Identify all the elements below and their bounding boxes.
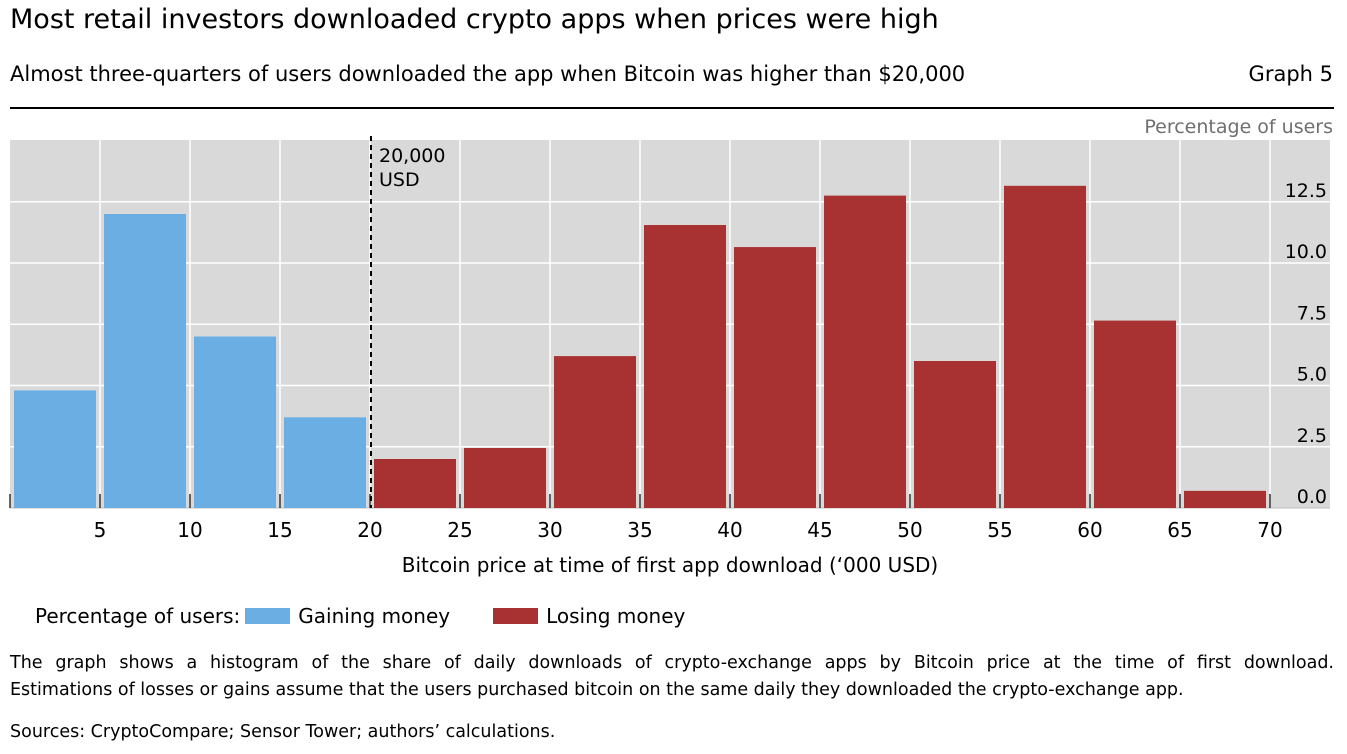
x-axis-label: Bitcoin price at time of first app downl…: [402, 553, 938, 577]
x-tick-label: 15: [267, 518, 292, 542]
x-tick-label: 30: [537, 518, 562, 542]
graph-number: Graph 5: [1248, 62, 1333, 86]
y-tick-label: 10.0: [1285, 241, 1327, 263]
threshold-label-line2: USD: [379, 169, 420, 191]
legend-swatch-gaining: [245, 608, 291, 624]
x-tick-label: 40: [717, 518, 742, 542]
x-tick-label: 50: [897, 518, 922, 542]
bar: [1184, 490, 1266, 508]
chart-title: Most retail investors downloaded crypto …: [10, 4, 939, 35]
y-tick-label: 2.5: [1297, 425, 1327, 447]
x-tick-label: 65: [1167, 518, 1192, 542]
x-tick-label: 55: [987, 518, 1012, 542]
x-tick-label: 20: [357, 518, 382, 542]
bar: [464, 447, 546, 508]
bar: [14, 390, 96, 508]
x-tick-label: 60: [1077, 518, 1102, 542]
chart-sources: Sources: CryptoCompare; Sensor Tower; au…: [10, 722, 556, 742]
bar: [104, 214, 186, 508]
x-tick-label: 35: [627, 518, 652, 542]
chart-subtitle: Almost three-quarters of users downloade…: [10, 62, 966, 86]
bar: [644, 225, 726, 508]
bar: [914, 361, 996, 508]
chart-note-line2: Estimations of losses or gains assume th…: [10, 680, 1184, 700]
x-tick-label: 10: [177, 518, 202, 542]
bar: [824, 195, 906, 508]
bar: [1094, 320, 1176, 508]
x-tick-label: 25: [447, 518, 472, 542]
bars: [14, 185, 1266, 508]
chart-note-line1: The graph shows a histogram of the share…: [10, 653, 1334, 673]
chart-note: The graph shows a histogram of the share…: [10, 650, 1334, 704]
bar: [734, 247, 816, 508]
y-tick-label: 0.0: [1297, 486, 1327, 508]
axis-labels: 0.0 2.5 5.0 7.5 10.0 12.5 5 10 15 20 25 30 35 40 45 50 5…: [94, 180, 1327, 542]
threshold-label-line1: 20,000: [379, 145, 445, 167]
y-tick-label: 5.0: [1297, 364, 1327, 386]
bar: [1004, 185, 1086, 508]
x-tick-label: 45: [807, 518, 832, 542]
y-tick-label: 12.5: [1285, 180, 1327, 202]
header-rule: [10, 107, 1334, 109]
y-tick-label: 7.5: [1297, 302, 1327, 324]
bar: [554, 356, 636, 508]
y-axis-label: Percentage of users: [1144, 116, 1333, 138]
legend-swatch-losing: [493, 608, 539, 624]
legend: Percentage of users: Gaining money Losin…: [35, 604, 685, 628]
legend-prefix: Percentage of users:: [35, 604, 241, 628]
legend-label-losing: Losing money: [546, 604, 686, 628]
bar: [284, 417, 366, 508]
bar: [194, 336, 276, 508]
x-tick-label: 70: [1257, 518, 1282, 542]
x-tick-label: 5: [94, 518, 107, 542]
bar: [374, 459, 456, 508]
legend-label-gaining: Gaining money: [298, 604, 451, 628]
